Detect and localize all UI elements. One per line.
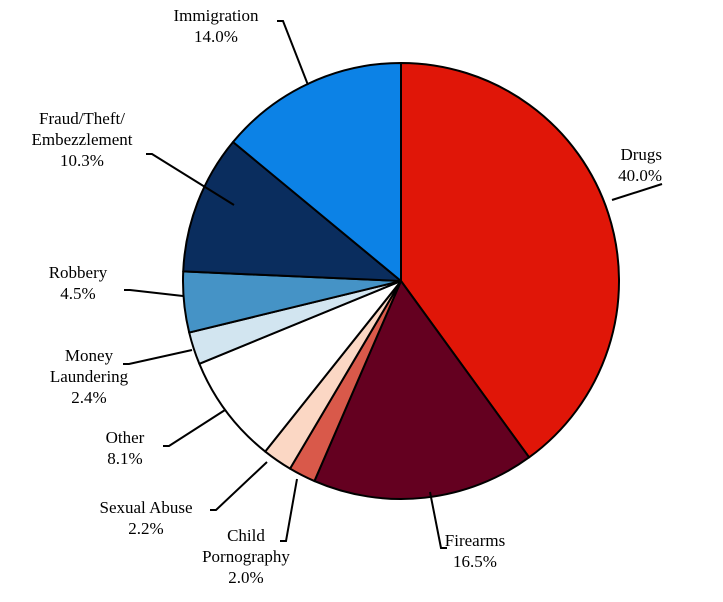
slice-label-money-laundering: Money Laundering 2.4% (50, 346, 129, 407)
slice-percent: 8.1% (107, 449, 142, 468)
leader-line-child-pornography (280, 478, 298, 542)
slice-name: Pornography (202, 547, 290, 566)
leader-line-firearms (429, 491, 447, 549)
slice-label-robbery: Robbery 4.5% (49, 263, 108, 303)
slice-name: Robbery (49, 263, 108, 282)
slice-name: Drugs (620, 145, 662, 164)
slice-name: Firearms (445, 531, 505, 550)
slice-label-immigration: Immigration 14.0% (174, 6, 259, 46)
slice-name: Embezzlement (31, 130, 132, 149)
slice-name: Child (227, 526, 265, 545)
slice-label-fraud-theft-embezzlement: Fraud/Theft/Embezzlement 10.3% (31, 109, 132, 170)
slice-percent: 2.2% (128, 519, 163, 538)
pie-slice-drugs (400, 62, 621, 459)
leader-line-money-laundering (123, 349, 193, 365)
pie-slice-fraud-theft-embezzlement (182, 141, 402, 282)
slice-name: Sexual Abuse (99, 498, 192, 517)
leader-line-other (163, 409, 226, 447)
leader-line-immigration (277, 20, 309, 86)
slice-label-child-pornography: Child Pornography 2.0% (202, 526, 290, 587)
slice-percent: 16.5% (453, 552, 497, 571)
leader-line-robbery (124, 289, 184, 297)
slice-label-sexual-abuse: Sexual Abuse 2.2% (99, 498, 192, 538)
slice-percent: 2.4% (71, 388, 106, 407)
slice-percent: 40.0% (618, 166, 662, 185)
leader-line-sexual-abuse (210, 461, 268, 511)
slice-percent: 4.5% (60, 284, 95, 303)
slice-label-other: Other 8.1% (106, 428, 145, 468)
pie-slices (181, 62, 621, 500)
slice-label-firearms: Firearms 16.5% (445, 531, 505, 571)
leader-lines (123, 20, 663, 549)
slice-percent: 14.0% (194, 27, 238, 46)
slice-name: Immigration (174, 6, 259, 25)
slice-name: Other (106, 428, 145, 447)
slice-labels: Drugs 40.0% Firearms 16.5% Child Pornography 2… (31, 6, 662, 587)
leader-line-fraud-theft-embezzlement (146, 153, 235, 206)
pie-slice-firearms (313, 280, 531, 500)
pie-slice-other (198, 280, 402, 453)
slice-name: Fraud/Theft/ (39, 109, 125, 128)
leader-line-drugs (611, 183, 663, 201)
slice-percent: 10.3% (60, 151, 104, 170)
slice-label-drugs: Drugs 40.0% (618, 145, 662, 185)
slice-name: Laundering (50, 367, 129, 386)
slice-percent: 2.0% (228, 568, 263, 587)
slice-name: Money (65, 346, 114, 365)
